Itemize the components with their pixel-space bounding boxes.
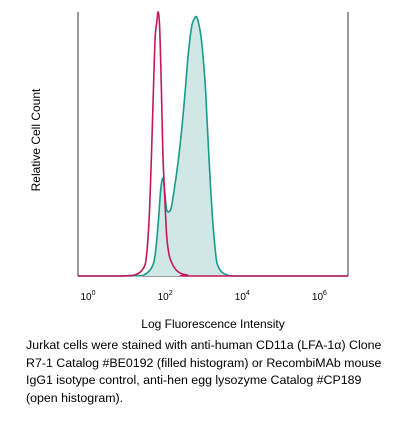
x-axis-ticks: 100 102 104 106: [80, 290, 327, 303]
y-axis-label: Relative Cell Count: [29, 88, 43, 192]
plot-area: [77, 11, 349, 277]
histogram-chart: 100 102 104 106: [77, 11, 349, 303]
open-histogram-line: [78, 11, 348, 277]
x-axis-label: Log Fluorescence Intensity: [141, 317, 285, 331]
x-tick-label: 100: [80, 290, 95, 303]
x-tick-label: 102: [158, 290, 173, 303]
filled-histogram-area: [78, 16, 348, 277]
figure-caption: Jurkat cells were stained with anti-huma…: [26, 338, 382, 405]
x-tick-label: 104: [235, 290, 250, 303]
filled-histogram-line: [78, 15, 348, 277]
x-tick-label: 106: [312, 290, 327, 303]
